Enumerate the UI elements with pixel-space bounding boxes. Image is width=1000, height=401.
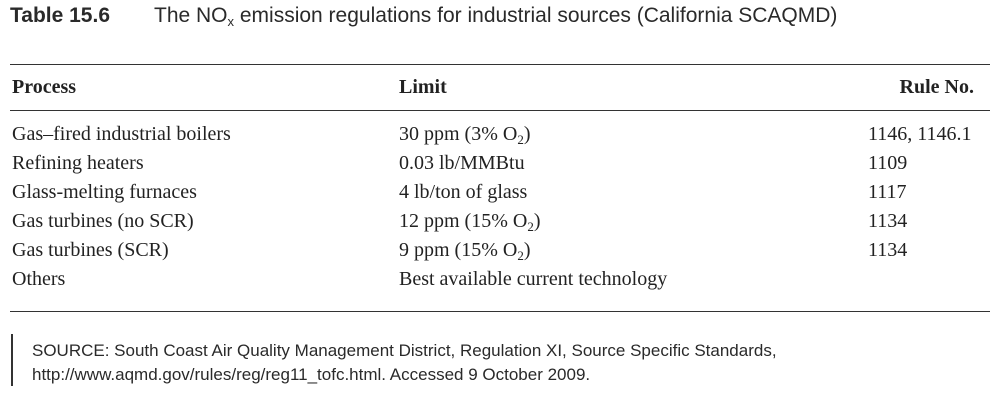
- title-part-1: The NO: [154, 4, 228, 27]
- title-part-2: emission regulations for industrial sour…: [234, 4, 838, 27]
- table-number: Table 15.6: [10, 4, 110, 27]
- row-rule-no: 1134: [868, 239, 908, 261]
- row-rule-no: 1117: [868, 181, 907, 203]
- header-process: Process: [12, 76, 77, 98]
- table-bottom-rule: [10, 311, 990, 312]
- row-process: Others: [12, 268, 66, 290]
- row-process: Refining heaters: [12, 152, 144, 174]
- source-note: SOURCE: South Coast Air Quality Manageme…: [32, 339, 777, 387]
- header-limit: Limit: [399, 76, 447, 98]
- title-subscript: x: [227, 14, 235, 29]
- row-limit: 30 ppm (3% O2): [399, 123, 531, 147]
- row-limit: 4 lb/ton of glass: [399, 181, 528, 203]
- row-rule-no: 1146, 1146.1: [868, 123, 972, 145]
- row-limit: Best available current technology: [399, 268, 668, 290]
- row-process: Gas–fired industrial boilers: [12, 123, 231, 145]
- header-rule-no: Rule No.: [899, 76, 974, 98]
- source-line-2: http://www.aqmd.gov/rules/reg/reg11_tofc…: [32, 365, 591, 384]
- table-top-rule: [10, 64, 990, 65]
- row-process: Glass-melting furnaces: [12, 181, 197, 203]
- row-process: Gas turbines (SCR): [12, 239, 169, 261]
- table-title: The NOx emission regulations for industr…: [154, 4, 838, 29]
- source-line-1: SOURCE: South Coast Air Quality Manageme…: [32, 341, 777, 360]
- table-header-rule: [10, 110, 990, 111]
- row-process: Gas turbines (no SCR): [12, 210, 194, 232]
- row-rule-no: 1134: [868, 210, 908, 232]
- table-caption: Table 15.6 The NOx emission regulations f…: [10, 4, 837, 28]
- row-limit: 0.03 lb/MMBtu: [399, 152, 525, 174]
- row-rule-no: 1109: [868, 152, 908, 174]
- source-side-bar: [11, 334, 13, 386]
- row-limit: 12 ppm (15% O2): [399, 210, 541, 234]
- row-limit: 9 ppm (15% O2): [399, 239, 531, 263]
